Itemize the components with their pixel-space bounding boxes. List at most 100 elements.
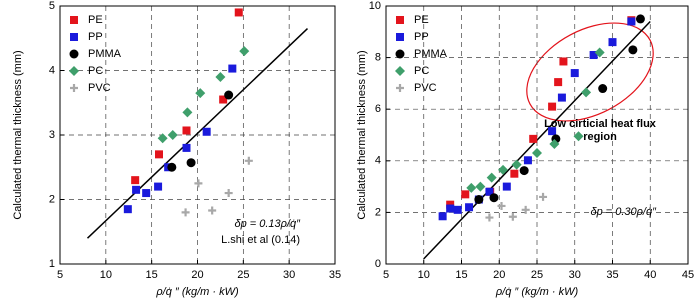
x-axis-label: ρ/q̇ ″ (kg/m · kW) xyxy=(155,286,239,298)
marker xyxy=(554,78,563,87)
x-tick-label: 30 xyxy=(569,269,581,281)
y-tick-label: 5 xyxy=(49,0,55,12)
marker xyxy=(502,182,511,191)
x-tick-label: 25 xyxy=(531,269,543,281)
marker xyxy=(573,131,584,142)
marker xyxy=(123,205,132,214)
legend-label: PMMA xyxy=(414,48,448,60)
marker xyxy=(215,71,226,82)
marker xyxy=(446,204,455,213)
marker xyxy=(570,69,579,78)
marker xyxy=(182,126,191,135)
marker xyxy=(182,107,193,118)
marker xyxy=(244,156,253,165)
annotation: δp = 0.13ρ/q̇″ xyxy=(234,218,301,230)
legend-label: PP xyxy=(88,31,103,43)
x-tick-label: 15 xyxy=(146,269,158,281)
legend-marker xyxy=(69,49,79,59)
plot-frame xyxy=(385,5,689,265)
marker xyxy=(195,88,206,99)
x-tick-label: 5 xyxy=(57,269,63,281)
marker xyxy=(589,51,598,60)
legend-marker xyxy=(396,33,404,41)
marker xyxy=(438,212,447,221)
marker xyxy=(224,90,234,100)
legend-label: PP xyxy=(414,31,429,43)
marker xyxy=(474,195,484,204)
annotation: δp = 0.30ρ/q̇″ xyxy=(590,206,657,218)
marker xyxy=(228,64,237,73)
marker xyxy=(549,139,560,150)
marker xyxy=(498,164,509,175)
y-tick-label: 10 xyxy=(369,0,381,12)
annotation: L.shi et al (0.14) xyxy=(221,234,300,246)
marker xyxy=(532,148,542,159)
marker xyxy=(508,212,517,221)
legend-label: PE xyxy=(414,14,429,26)
marker xyxy=(234,8,243,17)
x-tick-label: 5 xyxy=(383,269,389,281)
annotation: Low cirticial heat flux xyxy=(544,118,657,130)
marker xyxy=(519,166,529,176)
legend-label: PVC xyxy=(414,82,437,94)
legend-label: PVC xyxy=(88,82,111,94)
marker xyxy=(167,130,178,140)
marker xyxy=(510,169,519,178)
x-tick-label: 45 xyxy=(682,269,694,281)
highlight-ellipse xyxy=(526,22,654,122)
y-tick-label: 1 xyxy=(49,258,55,270)
marker xyxy=(628,45,638,55)
y-tick-label: 2 xyxy=(49,193,55,205)
marker xyxy=(466,182,477,193)
marker xyxy=(475,181,486,192)
x-axis-label: ρ/q̇ ″ (kg/m · kW) xyxy=(495,286,579,298)
x-tick-label: 25 xyxy=(237,269,249,281)
y-tick-label: 3 xyxy=(49,129,55,141)
marker xyxy=(486,172,497,183)
marker xyxy=(155,150,163,159)
marker xyxy=(461,190,470,199)
x-tick-label: 15 xyxy=(455,269,467,281)
x-tick-label: 35 xyxy=(606,269,618,281)
marker xyxy=(608,38,617,47)
annotation: region xyxy=(583,131,617,143)
marker xyxy=(521,205,530,214)
y-tick-label: 4 xyxy=(375,155,381,167)
marker xyxy=(627,17,636,26)
marker xyxy=(465,203,474,212)
marker xyxy=(557,93,566,102)
marker xyxy=(194,179,203,188)
legend-label: PC xyxy=(88,65,103,77)
marker xyxy=(208,206,217,215)
marker xyxy=(598,84,608,94)
x-tick-label: 35 xyxy=(329,269,341,281)
marker xyxy=(181,208,190,217)
marker xyxy=(186,158,196,168)
marker xyxy=(523,156,532,165)
x-tick-label: 30 xyxy=(283,269,295,281)
y-tick-label: 6 xyxy=(375,103,381,115)
y-tick-label: 8 xyxy=(375,52,381,64)
legend-label: PMMA xyxy=(88,48,122,60)
legend-label: PC xyxy=(414,65,429,77)
marker xyxy=(142,189,151,198)
legend-marker xyxy=(396,16,404,24)
marker xyxy=(157,133,168,144)
legend-marker xyxy=(396,84,404,92)
marker xyxy=(224,189,233,198)
marker xyxy=(489,193,499,203)
x-tick-label: 10 xyxy=(100,269,112,281)
marker xyxy=(559,57,568,66)
marker xyxy=(548,102,557,111)
y-tick-label: 0 xyxy=(375,258,381,270)
marker xyxy=(581,87,592,98)
marker xyxy=(167,162,177,172)
x-tick-label: 20 xyxy=(493,269,505,281)
y-axis-label: Calculated thermal thickness (mm) xyxy=(356,50,368,219)
fit-line xyxy=(86,28,309,239)
y-tick-label: 4 xyxy=(49,64,55,76)
marker xyxy=(202,127,211,136)
marker xyxy=(239,46,250,57)
x-tick-label: 10 xyxy=(418,269,430,281)
